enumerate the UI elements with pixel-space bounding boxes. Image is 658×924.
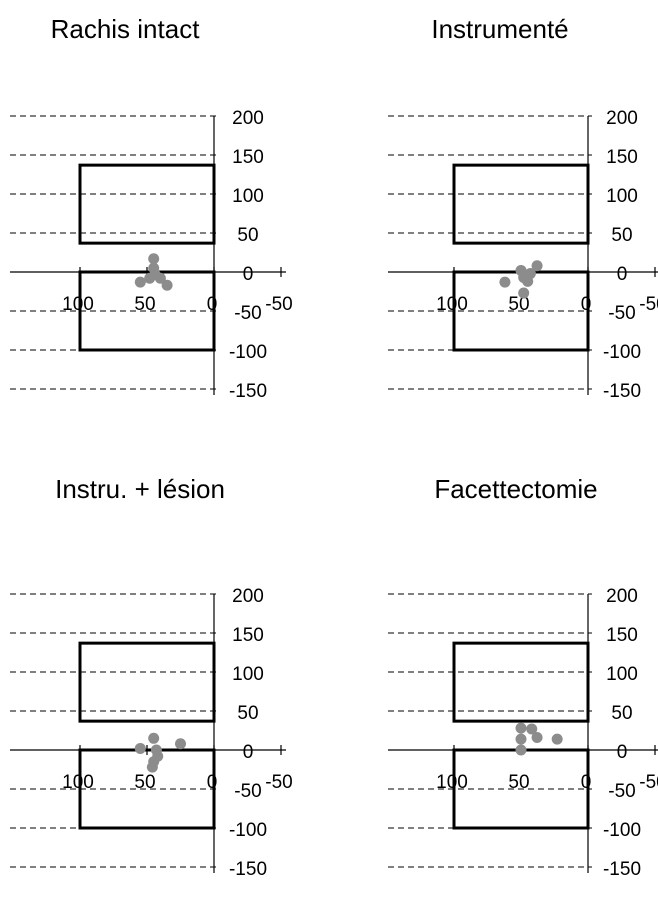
y-tick-label: 0	[617, 264, 628, 285]
data-point	[134, 276, 146, 288]
x-tick-label: 100	[62, 294, 94, 315]
x-tick-label: 0	[581, 294, 592, 315]
y-tick-label: 50	[611, 703, 632, 724]
y-tick-label: -100	[603, 342, 641, 363]
data-point	[144, 272, 156, 284]
x-tick-label: -50	[265, 772, 292, 793]
y-tick-label: 50	[237, 703, 258, 724]
region-rectangle	[452, 641, 590, 723]
y-tick-label: 150	[606, 147, 638, 168]
data-point	[531, 260, 543, 272]
data-point	[515, 722, 527, 734]
chart-panel-1: Rachis intact 200 150 100 50 0 -50 -100 -150 100 5…	[10, 14, 293, 402]
y-tick-label: 150	[232, 625, 264, 646]
data-point	[154, 272, 166, 284]
data-point	[515, 744, 527, 756]
y-tick-label: 100	[606, 186, 638, 207]
data-point	[161, 279, 173, 291]
data-point	[518, 287, 530, 299]
y-tick-label: 50	[237, 225, 258, 246]
data-point	[134, 742, 146, 754]
y-tick-label: 150	[606, 625, 638, 646]
data-point	[175, 738, 186, 750]
y-tick-label: 200	[606, 586, 638, 607]
y-tick-label: 0	[243, 742, 254, 763]
chart-panel-3: Instru. + lésion 200 150 100 50 0 -50 -100 -150 1…	[10, 474, 293, 880]
x-tick-label: 0	[207, 294, 218, 315]
y-tick-label: -100	[229, 342, 267, 363]
data-point	[526, 723, 538, 735]
y-tick-label: -150	[603, 859, 641, 880]
region-rectangle	[78, 270, 216, 352]
y-tick-label: 0	[617, 742, 628, 763]
x-tick-label: 50	[508, 772, 529, 793]
x-tick-label: 50	[134, 772, 155, 793]
chart-title: Rachis intact	[51, 14, 201, 44]
region-rectangle	[78, 641, 216, 723]
x-tick-label: -50	[265, 294, 292, 315]
y-tick-label: 0	[243, 264, 254, 285]
y-tick-label: -150	[229, 859, 267, 880]
y-tick-label: -150	[229, 381, 267, 402]
data-point	[148, 253, 160, 265]
chart-title: Instrumenté	[431, 14, 568, 44]
y-tick-label: -50	[234, 303, 261, 324]
region-rectangle	[78, 748, 216, 830]
data-point	[531, 732, 543, 744]
y-tick-label: 200	[606, 108, 638, 129]
x-tick-label: 100	[436, 294, 468, 315]
x-tick-label: -50	[639, 294, 658, 315]
region-rectangle	[78, 163, 216, 245]
y-tick-label: -150	[603, 381, 641, 402]
y-tick-label: 100	[232, 186, 264, 207]
x-tick-label: 50	[134, 294, 155, 315]
x-tick-label: 100	[62, 772, 94, 793]
y-tick-label: 100	[232, 664, 264, 685]
y-tick-label: -100	[229, 820, 267, 841]
x-tick-label: 50	[508, 294, 529, 315]
y-tick-label: -50	[608, 781, 635, 802]
y-tick-label: -100	[603, 820, 641, 841]
chart-panel-4: Facettectomie 200 150 100 50 0 -50 -100 -150 100 5…	[388, 474, 658, 880]
region-rectangle	[452, 163, 590, 245]
data-point	[551, 733, 563, 745]
x-tick-label: -50	[639, 772, 658, 793]
y-tick-label: 200	[232, 108, 264, 129]
y-tick-label: 50	[611, 225, 632, 246]
y-tick-label: -50	[234, 781, 261, 802]
data-point	[515, 733, 527, 745]
chart-panel-2: Instrumenté 200 150 100 50 0 -50 -100 -150 100 50 0…	[388, 14, 658, 402]
y-tick-label: 200	[232, 586, 264, 607]
data-point	[148, 732, 160, 744]
chart-title: Instru. + lésion	[55, 474, 225, 504]
data-point	[499, 276, 511, 288]
x-tick-label: 100	[436, 772, 468, 793]
y-tick-label: 150	[232, 147, 264, 168]
x-tick-label: 0	[207, 772, 218, 793]
data-point	[522, 275, 534, 287]
data-point	[146, 761, 158, 773]
x-tick-label: 0	[581, 772, 592, 793]
chart-title: Facettectomie	[434, 474, 597, 504]
y-tick-label: 100	[606, 664, 638, 685]
y-tick-label: -50	[608, 303, 635, 324]
